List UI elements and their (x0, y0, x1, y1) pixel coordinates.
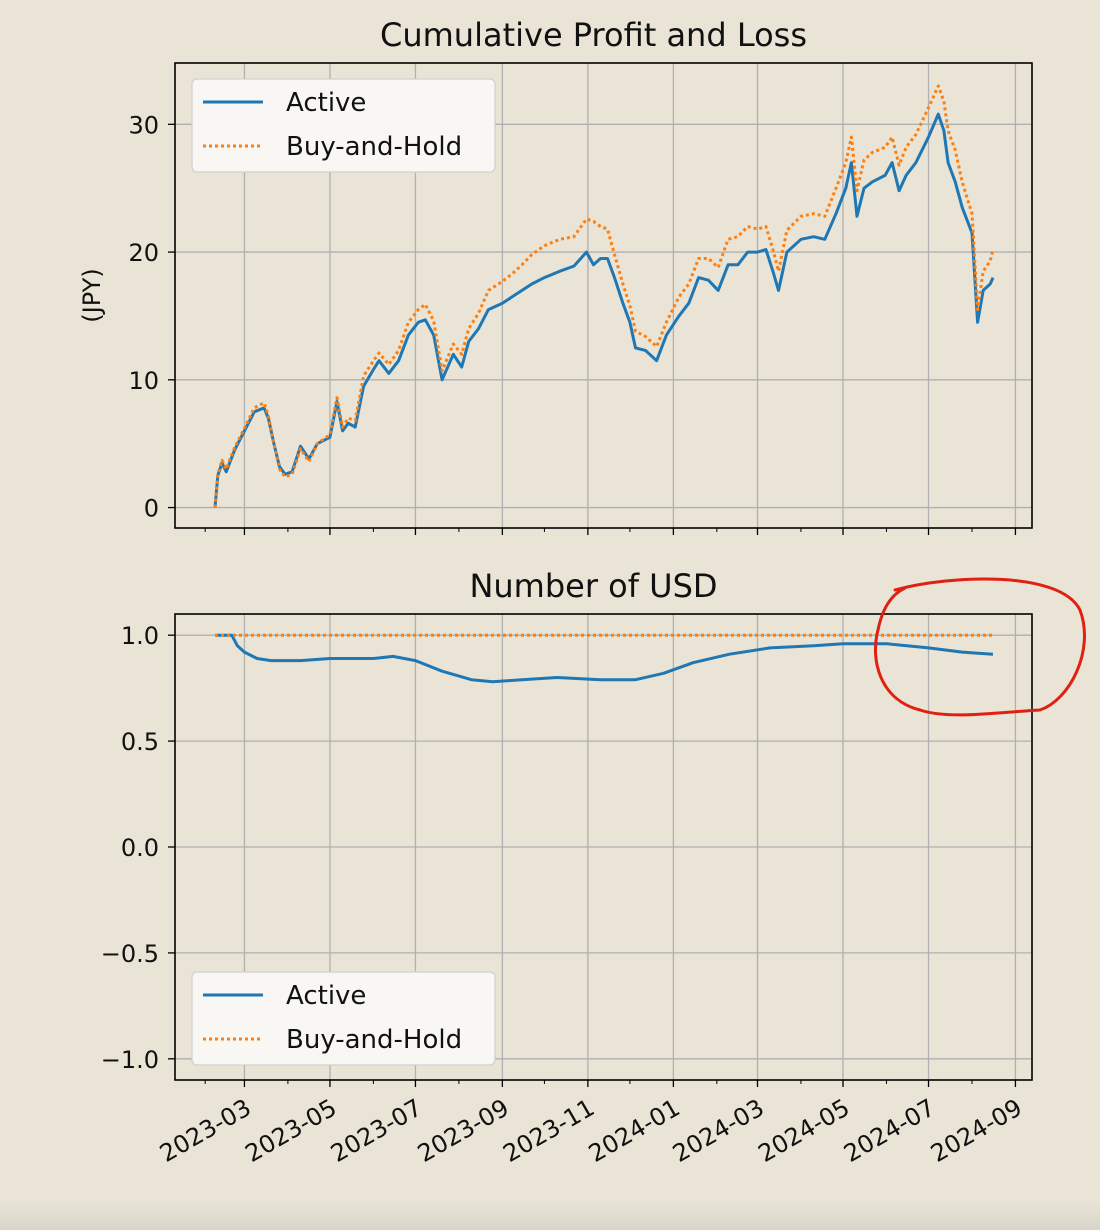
pnl-chart: 0 10 20 30 Cumulative Profit and Loss (JPY) Ac… (78, 16, 1033, 535)
y-tick-label: −1.0 (101, 1046, 159, 1074)
y-axis-label: (JPY) (78, 268, 106, 322)
y-tick-label: 0 (144, 495, 159, 523)
bottom-shadow (0, 1200, 1100, 1230)
legend: Active Buy-and-Hold (191, 78, 496, 173)
x-tick-label: 2024-07 (839, 1093, 940, 1167)
x-tick-label: 2024-01 (584, 1093, 685, 1167)
legend: Active Buy-and-Hold (191, 971, 496, 1066)
x-tick-label: 2023-11 (498, 1093, 599, 1167)
axes-frame (174, 62, 1033, 529)
buy-and-hold-line (213, 84, 995, 508)
x-tick-label: 2023-09 (413, 1093, 514, 1167)
usd-chart: −1.0−0.50.00.51.02023-032023-052023-0720… (101, 567, 1033, 1229)
legend-label: Active (286, 981, 366, 1011)
y-tick-label: 20 (128, 239, 159, 267)
y-tick-label: 30 (128, 111, 159, 139)
chart-title: Number of USD (469, 567, 717, 605)
active-line (213, 112, 995, 508)
legend-label: Buy-and-Hold (286, 132, 462, 162)
y-tick-label: 0.5 (121, 728, 159, 756)
x-tick-label: 2023-05 (241, 1093, 342, 1167)
x-tick-label: 2023-07 (326, 1093, 427, 1167)
legend-label: Active (286, 88, 366, 118)
y-tick-label: 1.0 (121, 622, 159, 650)
legend-box (191, 971, 496, 1066)
chart-title: Cumulative Profit and Loss (380, 16, 807, 54)
legend-label: Buy-and-Hold (286, 1025, 462, 1055)
y-tick-label: −0.5 (101, 940, 159, 968)
y-tick-label: 0.0 (121, 834, 159, 862)
red-circle-annotation (873, 577, 1086, 717)
x-tick-label: 2024-05 (754, 1093, 855, 1167)
x-tick-label: 2024-03 (668, 1093, 769, 1167)
x-tick-label: 2023-03 (155, 1093, 256, 1167)
x-tick-label: 2024-09 (926, 1093, 1027, 1167)
active-line (215, 633, 994, 684)
y-tick-label: 10 (128, 367, 159, 395)
legend-box (191, 78, 496, 173)
